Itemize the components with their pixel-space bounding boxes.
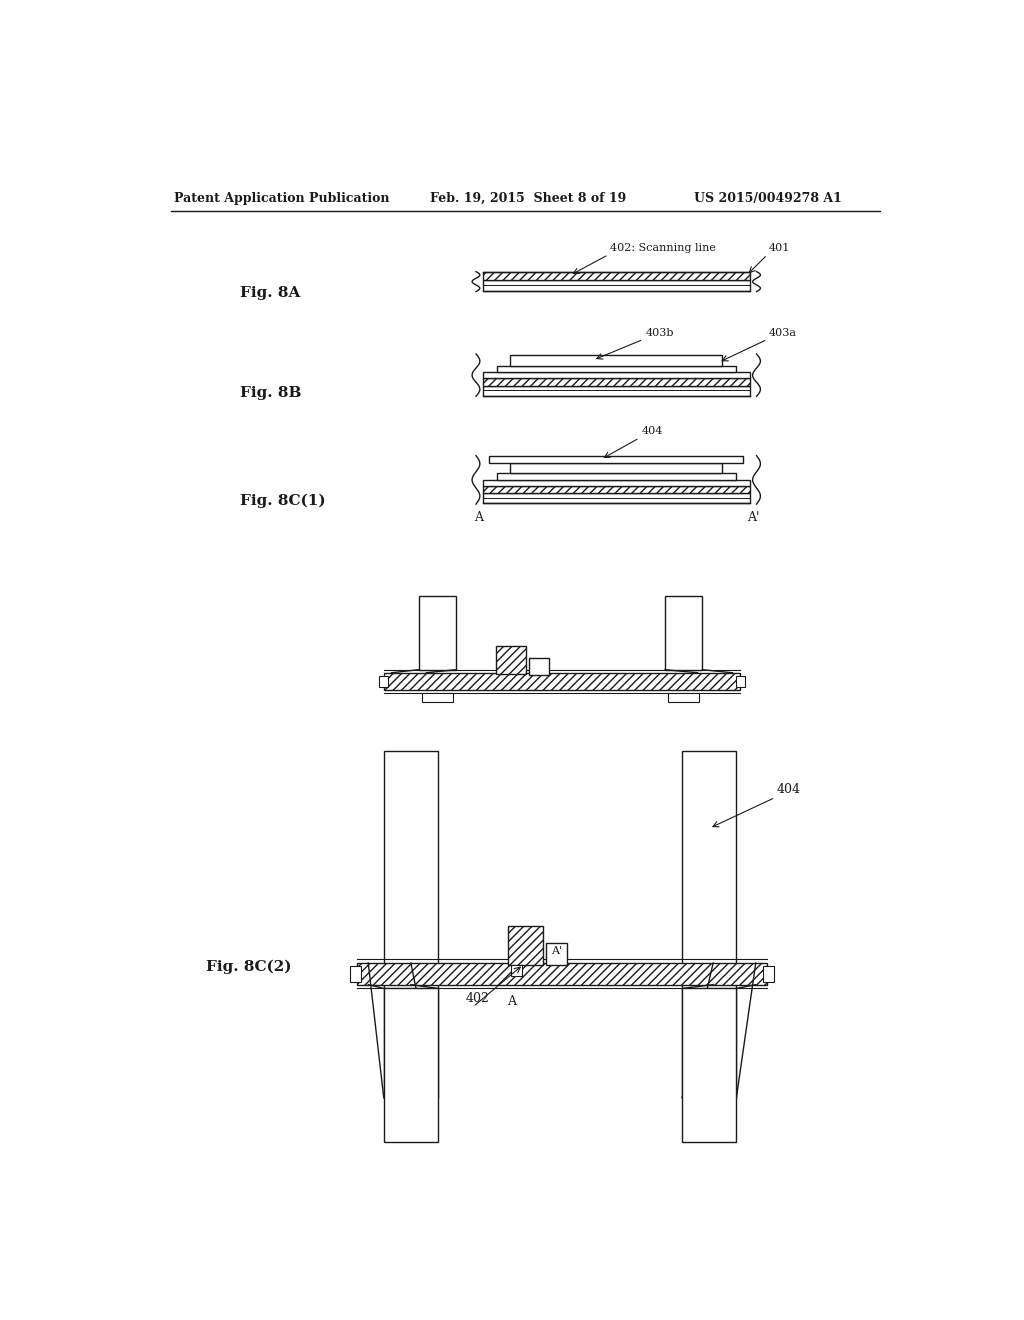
Text: 402: 402 [465,991,489,1005]
Bar [483,494,750,503]
Bar [419,595,456,669]
Bar [546,942,567,965]
Bar [379,676,388,686]
Text: 403a: 403a [769,327,797,338]
Bar [483,272,750,280]
Bar [496,645,525,675]
Bar [422,693,453,702]
Text: Fig. 8C(2): Fig. 8C(2) [206,960,291,974]
Bar [497,474,735,480]
Bar [483,378,750,385]
Text: US 2015/0049278 A1: US 2015/0049278 A1 [693,191,842,205]
Bar [384,989,438,1143]
Text: Feb. 19, 2015  Sheet 8 of 19: Feb. 19, 2015 Sheet 8 of 19 [430,191,627,205]
Bar [510,462,722,474]
Bar [763,966,773,982]
Text: Fig. 8A: Fig. 8A [241,286,301,300]
Bar [356,964,767,985]
Bar [483,480,750,486]
Bar [384,673,740,689]
Text: Patent Application Publication: Patent Application Publication [174,191,390,205]
Text: A': A' [748,511,760,524]
Text: Fig. 8C(1): Fig. 8C(1) [241,494,326,508]
Bar [510,355,722,366]
Bar [483,385,750,396]
Bar [511,965,521,977]
Text: 402: Scanning line: 402: Scanning line [610,243,716,253]
Bar [483,280,750,290]
Bar [384,751,438,1098]
Bar [483,372,750,378]
Bar [497,366,735,372]
Text: A: A [474,511,483,524]
Text: A: A [507,995,516,1008]
Bar [489,457,743,462]
Bar [350,966,361,982]
Bar [682,751,736,1098]
Bar [508,927,543,965]
Text: 401: 401 [769,243,791,253]
Text: 404: 404 [776,783,801,796]
Bar [528,659,549,675]
Bar [665,595,702,669]
Text: Fig. 8B: Fig. 8B [241,387,302,400]
Text: A': A' [551,945,562,956]
Bar [483,486,750,494]
Bar [669,693,699,702]
Text: 403b: 403b [646,327,674,338]
Bar [735,676,744,686]
Bar [682,989,736,1143]
Text: 404: 404 [642,426,664,437]
